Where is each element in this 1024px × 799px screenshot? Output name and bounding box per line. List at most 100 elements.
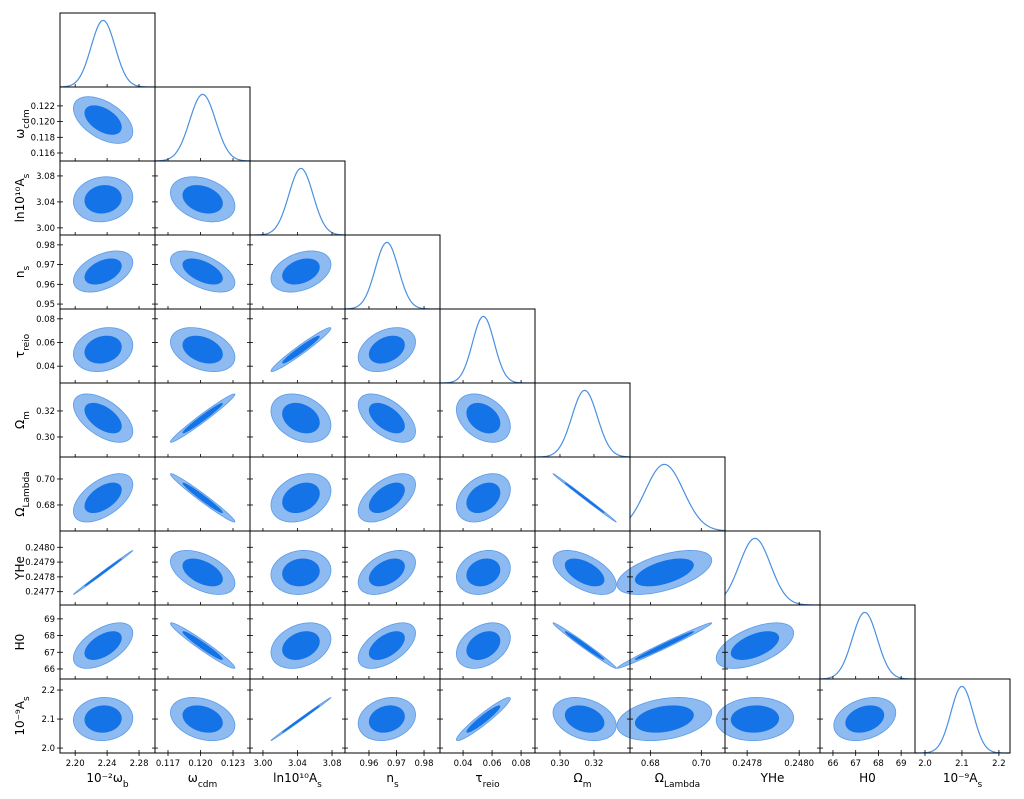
x-tick-label: 0.117	[156, 759, 180, 769]
label-subscript: reio	[483, 780, 501, 790]
contour-68	[466, 631, 501, 660]
label-base: ln10¹⁰A	[273, 771, 318, 785]
contour-68	[368, 705, 405, 733]
x-axis-label: Ωm	[574, 771, 592, 790]
label-base: ln10¹⁰A	[13, 178, 27, 223]
y-tick-label: 0.30	[36, 433, 55, 443]
y-tick-label: 0.04	[36, 362, 55, 372]
contour-68	[564, 705, 605, 733]
contour-68	[282, 258, 320, 285]
contour-68	[182, 185, 223, 214]
contour-68	[84, 258, 122, 285]
y-axis-label: ln10¹⁰As	[13, 173, 32, 222]
y-axis-label: H0	[13, 634, 27, 651]
contour-68	[368, 631, 405, 660]
x-axis-label: 10⁻²ωb	[86, 771, 128, 790]
x-tick-label: 3.00	[253, 759, 272, 769]
label-subscript: Lambda	[664, 780, 700, 790]
label-base: Ω	[13, 420, 27, 429]
y-tick-label: 0.95	[36, 300, 55, 310]
y-tick-label: 2.2	[41, 686, 55, 696]
label-subscript: s	[22, 696, 32, 701]
contour-68	[730, 705, 780, 733]
label-base: τ	[475, 771, 482, 785]
contour-68	[282, 631, 320, 660]
contour-68	[368, 402, 405, 434]
panel	[630, 457, 725, 531]
panel	[820, 605, 915, 679]
y-tick-label: 67	[44, 648, 55, 658]
contour-68	[182, 402, 223, 434]
y-tick-label: 68	[44, 632, 55, 642]
y-axis-label: ΩLambda	[13, 471, 32, 516]
y-tick-label: 3.08	[36, 172, 55, 182]
y-tick-label: 0.08	[36, 315, 55, 325]
contour-68	[634, 631, 694, 660]
label-subscript: cdm	[198, 780, 217, 790]
label-base: 10⁻²ω	[86, 771, 122, 785]
y-tick-label: 66	[44, 665, 55, 675]
contour-68	[368, 558, 405, 587]
x-axis-label: H0	[859, 771, 876, 785]
y-tick-label: 2.0	[41, 744, 55, 754]
y-axis-label: ωcdm	[13, 109, 32, 139]
y-tick-label: 0.96	[36, 280, 55, 290]
y-tick-label: 0.97	[36, 261, 55, 271]
y-tick-label: 0.70	[36, 475, 55, 485]
label-subscript: cdm	[22, 109, 32, 128]
contour-68	[368, 335, 405, 364]
x-tick-label: 2.0	[918, 759, 932, 769]
label-subscript: reio	[22, 333, 32, 351]
label-base: H0	[859, 771, 876, 785]
contour-68	[634, 558, 694, 587]
contour-68	[466, 558, 501, 587]
posterior-1d	[534, 389, 631, 458]
x-tick-label: 2.2	[992, 759, 1006, 769]
x-tick-label: 3.04	[288, 759, 307, 769]
posterior-1d	[819, 611, 916, 680]
y-tick-label: 0.2478	[25, 573, 55, 583]
posterior-1d	[250, 167, 346, 236]
x-tick-label: 0.32	[585, 759, 604, 769]
y-axis-label: 10⁻⁹As	[13, 696, 32, 736]
contour-68	[282, 402, 320, 434]
posterior-1d	[915, 685, 1010, 754]
label-subscript: Lambda	[22, 471, 32, 507]
posterior-1d	[154, 93, 251, 162]
panel	[250, 679, 345, 753]
y-tick-label: 69	[44, 615, 55, 625]
y-tick-label: 3.04	[36, 198, 55, 208]
contour-68	[466, 402, 501, 434]
label-base: ω	[13, 129, 27, 139]
label-subscript: s	[977, 780, 982, 790]
contour-68	[84, 402, 122, 434]
contour-68	[564, 482, 605, 514]
y-tick-label: 0.06	[36, 339, 55, 349]
y-axis-label: Ωm	[13, 411, 32, 429]
x-tick-label: 0.06	[483, 759, 502, 769]
panel	[535, 383, 630, 457]
y-tick-label: 0.118	[31, 133, 55, 143]
panel	[345, 235, 440, 309]
label-subscript: b	[123, 780, 129, 790]
y-axis-label: ns	[13, 266, 32, 279]
label-subscript: s	[22, 266, 32, 271]
x-tick-label: 2.1	[955, 759, 969, 769]
label-base: H0	[13, 634, 27, 651]
label-base: Ω	[13, 508, 27, 517]
x-axis-label: τreio	[475, 771, 500, 790]
contour-68	[84, 335, 122, 364]
x-tick-label: 67	[850, 759, 861, 769]
panel	[915, 679, 1010, 753]
x-tick-label: 3.08	[323, 759, 342, 769]
x-axis-label: 10⁻⁹As	[943, 771, 983, 790]
label-base: n	[386, 771, 394, 785]
x-tick-label: 66	[828, 759, 839, 769]
y-tick-label: 2.1	[41, 715, 55, 725]
contour-68	[282, 482, 320, 514]
contour-68	[466, 482, 501, 514]
panel	[155, 87, 250, 161]
label-base: τ	[13, 351, 27, 358]
label-base: 10⁻⁹A	[943, 771, 978, 785]
